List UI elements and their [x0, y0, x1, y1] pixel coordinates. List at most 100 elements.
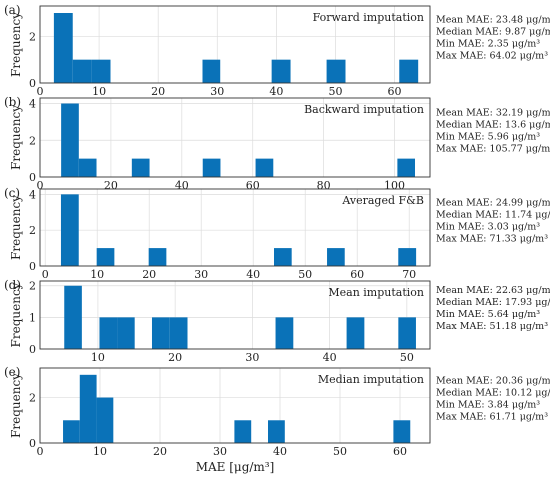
y-tick-label: 0: [29, 437, 36, 450]
x-tick-label: 20: [153, 445, 167, 458]
x-tick-label: 30: [194, 268, 208, 281]
x-tick-label: 70: [402, 268, 416, 281]
x-axis-label: MAE [μg/m³]: [196, 460, 275, 474]
x-tick-label: 40: [269, 85, 283, 98]
histogram-bar: [79, 374, 97, 443]
histogram-bar: [117, 317, 135, 349]
histogram-bar: [274, 248, 292, 266]
x-tick-label: 50: [298, 268, 312, 281]
stats-line: Min MAE: 2.35 μg/m³: [436, 39, 540, 50]
stats-line: Mean MAE: 24.99 μg/m³: [436, 198, 550, 209]
histogram-bar: [60, 194, 79, 266]
histogram-bar: [255, 158, 274, 177]
histogram-bar: [63, 420, 80, 443]
stats-line: Min MAE: 5.96 μg/m³: [436, 132, 540, 143]
y-tick-label: 2: [29, 280, 36, 293]
histogram-bar: [234, 420, 252, 443]
panel-a: 0 10 20 30 40 50 60 0 2 (a) Forward imputation Freq…: [4, 3, 550, 98]
x-tick-label: 0: [37, 179, 44, 192]
panel-letter: (d): [4, 278, 21, 292]
histogram-bar: [275, 317, 294, 349]
panel-c: 0 10 20 30 40 50 60 70 0 2 4 (c) Averaged F&B Frequen…: [4, 186, 550, 281]
panel-d: 10 20 30 40 50 0 1 2 (d) Mean imputation Frequency…: [4, 278, 550, 364]
plot-frame: [39, 367, 431, 444]
x-tick-label: 20: [151, 85, 165, 98]
stats-line: Max MAE: 64.02 μg/m³: [436, 51, 548, 62]
x-tick-label: 100: [384, 179, 405, 192]
panel-e: 0 10 20 30 40 50 60 0 2 (e) Median imputation Frequ…: [4, 365, 550, 458]
histogram-bar: [268, 420, 285, 443]
stats-line: Mean MAE: 22.63 μg/m³: [436, 285, 550, 296]
y-axis-label: Frequency: [9, 373, 23, 438]
x-tick-label: 40: [246, 268, 260, 281]
stats-line: Min MAE: 5.64 μg/m³: [436, 309, 540, 320]
histogram-bar: [61, 103, 79, 177]
histogram-bar: [202, 59, 221, 83]
x-tick-label: 50: [333, 445, 347, 458]
y-axis-label: Frequency: [9, 105, 23, 170]
panel-letter: (a): [4, 3, 21, 17]
plot-frame: [39, 188, 431, 267]
x-tick-label: 50: [328, 85, 342, 98]
x-tick-label: 20: [142, 268, 156, 281]
x-tick-label: 20: [104, 179, 118, 192]
y-axis-label: Frequency: [9, 12, 23, 77]
x-tick-label: 10: [93, 445, 107, 458]
x-tick-label: 80: [317, 179, 331, 192]
y-axis-label: Frequency: [9, 195, 23, 260]
x-tick-label: 60: [388, 85, 402, 98]
stats-line: Max MAE: 61.71 μg/m³: [436, 412, 548, 423]
y-tick-label: 2: [29, 224, 36, 237]
x-tick-label: 60: [246, 179, 260, 192]
histogram-bar: [393, 420, 411, 443]
histogram-bar: [399, 59, 419, 83]
histogram-bar: [271, 59, 291, 83]
stats-line: Max MAE: 51.18 μg/m³: [436, 321, 548, 332]
histogram-bar: [131, 158, 150, 177]
x-tick-label: 0: [37, 445, 44, 458]
x-tick-label: 10: [91, 351, 105, 364]
x-tick-label: 30: [245, 351, 259, 364]
plot-frame: [39, 97, 431, 178]
panel-title: Averaged F&B: [341, 194, 424, 207]
y-tick-label: 0: [29, 260, 36, 273]
x-tick-label: 40: [175, 179, 189, 192]
y-tick-label: 1: [29, 311, 36, 324]
histogram-bar: [99, 317, 118, 349]
panel-letter: (e): [4, 365, 20, 379]
stats-line: Mean MAE: 23.48 μg/m³: [436, 15, 550, 26]
panel-letter: (b): [4, 95, 21, 109]
x-tick-label: 0: [37, 85, 44, 98]
stats-line: Median MAE: 17.93 μg/m³: [436, 297, 550, 308]
histogram-bar: [96, 397, 114, 443]
histogram-bar: [169, 317, 188, 349]
panel-title: Mean imputation: [328, 286, 424, 299]
y-tick-label: 4: [29, 188, 36, 201]
histogram-bar: [148, 248, 167, 266]
histogram-bar: [78, 158, 97, 177]
stats-line: Median MAE: 11.74 μg/m³: [436, 210, 550, 221]
histogram-bar: [398, 317, 416, 349]
plot-frame: [39, 280, 431, 350]
plot-frame: [39, 5, 431, 84]
panel-b: 0 20 40 60 80 100 0 2 4 (b) Backward imputation Fre…: [4, 95, 550, 192]
y-tick-label: 2: [29, 134, 36, 147]
stats-line: Median MAE: 10.12 μg/m³: [436, 388, 550, 399]
histogram-bar: [327, 248, 345, 266]
histogram-bar: [91, 59, 111, 83]
x-tick-label: 50: [400, 351, 414, 364]
histogram-bar: [398, 248, 417, 266]
panel-title: Median imputation: [318, 373, 424, 386]
x-tick-label: 40: [273, 445, 287, 458]
stats-line: Max MAE: 71.33 μg/m³: [436, 234, 548, 245]
histogram-bar: [96, 248, 115, 266]
stats-line: Mean MAE: 20.36 μg/m³: [436, 376, 550, 387]
x-tick-label: 0: [42, 268, 49, 281]
x-tick-label: 10: [90, 268, 104, 281]
y-tick-label: 2: [29, 392, 36, 405]
histogram-bar: [202, 158, 221, 177]
x-tick-label: 40: [323, 351, 337, 364]
y-tick-label: 2: [29, 30, 36, 43]
panel-title: Forward imputation: [313, 11, 424, 24]
panel-title: Backward imputation: [304, 103, 424, 116]
